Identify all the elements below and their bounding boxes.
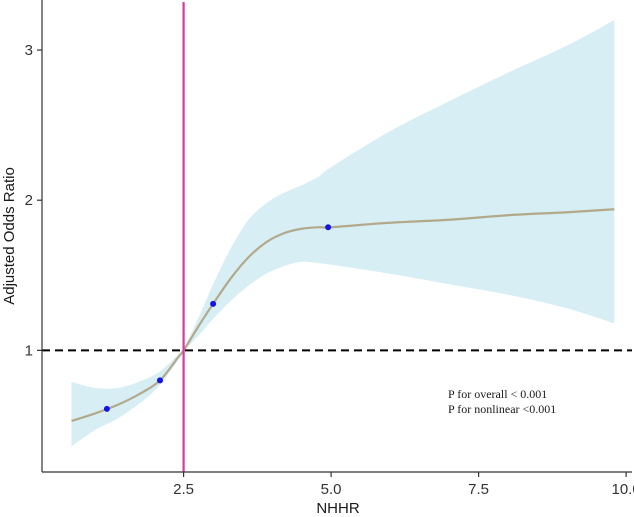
knot-point	[157, 377, 163, 384]
confidence-band-layer	[71, 20, 615, 447]
annotation-p-nonlinear: P for nonlinear <0.001	[448, 402, 556, 416]
knot-point	[210, 300, 217, 307]
knot-point	[325, 224, 332, 231]
y-tick-label: 3	[25, 42, 33, 59]
y-axis-title: Adjusted Odds Ratio	[1, 167, 18, 305]
y-tick-label: 2	[25, 192, 33, 209]
knot-point	[103, 405, 110, 412]
tick-labels: 2.5 5.0 7.5 10.0 1 2 3	[25, 42, 634, 498]
y-tick-label: 1	[25, 342, 33, 359]
reference-lines-layer	[42, 2, 632, 472]
x-axis-title: NHHR	[316, 500, 359, 517]
confidence-band	[71, 20, 615, 447]
annotation-p-overall: P for overall < 0.001	[448, 387, 547, 401]
x-tick-label: 7.5	[468, 481, 489, 498]
x-tick-label: 5.0	[321, 481, 342, 498]
fitted-curve	[71, 208, 615, 422]
axes	[37, 0, 632, 477]
x-tick-label: 2.5	[173, 481, 194, 498]
fitted-curve-layer	[71, 208, 615, 422]
x-tick-label: 10.0	[611, 481, 634, 498]
knot-points-layer	[103, 224, 332, 412]
